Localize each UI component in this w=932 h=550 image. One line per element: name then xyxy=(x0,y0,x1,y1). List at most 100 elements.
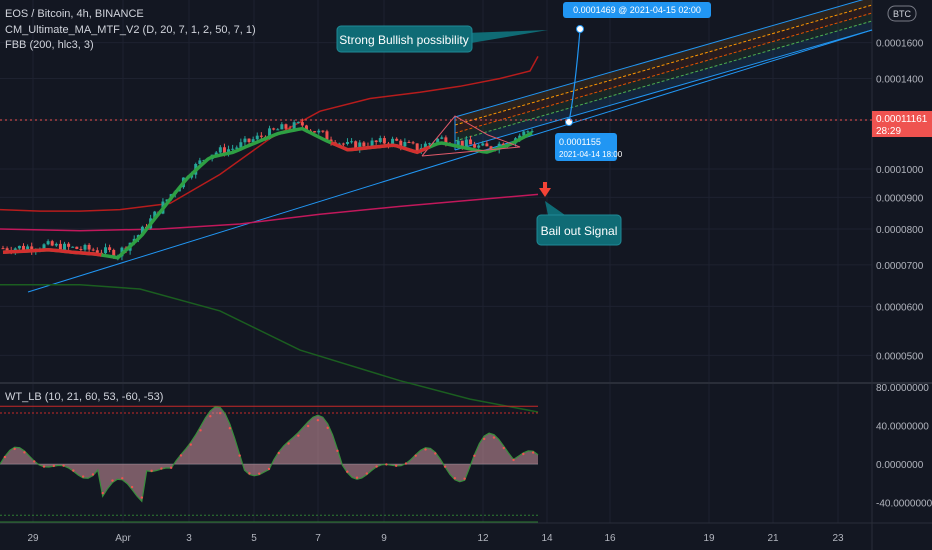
last-price-value: 0.00011161 xyxy=(876,114,928,125)
currency-badge[interactable] xyxy=(887,5,917,22)
oscillator-tick-label: 40.0000000 xyxy=(876,422,929,433)
wt2-dot xyxy=(453,477,457,480)
candle-body xyxy=(354,141,358,149)
wt2-dot xyxy=(502,446,505,450)
candle-body xyxy=(218,147,222,153)
indicator-ma-legend[interactable]: CM_Ultimate_MA_MTF_V2 (D, 20, 7, 1, 2, 5… xyxy=(5,24,256,36)
candle-body xyxy=(243,138,247,143)
time-tick-label: Apr xyxy=(115,533,131,544)
fib-channel[interactable] xyxy=(454,0,873,151)
wt2-dot xyxy=(365,472,369,475)
target-price-label[interactable]: 0.0001469 @ 2021-04-15 02:00 xyxy=(563,2,711,18)
candle-body xyxy=(46,241,50,245)
bailout-callout[interactable]: Bail out Signal xyxy=(536,201,622,246)
candle-body xyxy=(87,244,91,250)
price-tick-label: 0.0000700 xyxy=(876,261,924,272)
candle-body xyxy=(341,143,345,145)
candle-body xyxy=(251,139,255,143)
fib-band-fill xyxy=(455,0,872,125)
wt2-dot xyxy=(3,455,7,459)
projection-arrow[interactable] xyxy=(568,29,581,123)
target-price-text: 0.0001469 @ 2021-04-15 02:00 xyxy=(573,5,701,15)
fib-level-line xyxy=(454,12,873,134)
candle-body xyxy=(423,143,427,148)
mid-band xyxy=(0,193,539,232)
candle-body xyxy=(50,241,54,246)
candle-body xyxy=(259,135,263,137)
candle-body xyxy=(165,199,169,202)
fib-band-fill xyxy=(455,13,872,141)
wt2-dot xyxy=(238,454,241,457)
time-tick-label: 21 xyxy=(767,533,779,544)
candle-body xyxy=(382,138,386,144)
oscillator-pane[interactable]: 80.0000000 40.0000000 0.0000000 -40.0000000 xyxy=(0,383,932,523)
candle-body xyxy=(427,143,431,145)
price-tick-label: 0.0000800 xyxy=(876,225,924,236)
candle-body xyxy=(140,226,144,236)
candle-body xyxy=(247,138,251,143)
candle-body xyxy=(358,142,362,149)
bailout-arrow-icon xyxy=(539,182,551,197)
candle-body xyxy=(26,246,30,250)
candle-body xyxy=(83,244,87,250)
candle-body xyxy=(42,244,46,250)
candle-body xyxy=(456,140,460,146)
wt2-dot xyxy=(424,448,427,451)
wt2-dot xyxy=(404,462,408,465)
indicator-fbb-legend[interactable]: FBB (200, hlc3, 3) xyxy=(5,39,94,51)
trendline-lower[interactable] xyxy=(27,29,873,293)
symbol-title[interactable]: EOS / Bitcoin, 4h, BINANCE xyxy=(5,8,144,20)
wt2-dot xyxy=(81,475,85,478)
candle-body xyxy=(198,160,202,164)
time-tick-label: 7 xyxy=(315,533,321,544)
bullish-callout[interactable]: Strong Bullish possibility xyxy=(336,25,548,53)
wt2-dot xyxy=(306,424,310,428)
candle-body xyxy=(518,135,522,139)
candle-body xyxy=(22,245,26,250)
countdown-value: 28:29 xyxy=(876,126,901,137)
candle-body xyxy=(104,247,108,254)
candle-body xyxy=(370,140,374,147)
wt2-dot xyxy=(101,491,104,495)
candle-body xyxy=(95,250,99,253)
fib-band-fill xyxy=(455,21,872,150)
last-price-tag[interactable]: 0.00011161 28:29 xyxy=(872,111,932,137)
wt2-dot xyxy=(375,465,378,468)
bullish-callout-text: Strong Bullish possibility xyxy=(339,33,468,47)
price-tick-label: 0.0001000 xyxy=(876,165,924,176)
time-tick-label: 5 xyxy=(251,533,257,544)
candle-body xyxy=(75,246,79,249)
oscillator-legend[interactable]: WT_LB (10, 21, 60, 53, -60, -53) xyxy=(5,391,163,403)
time-tick-label: 19 xyxy=(703,533,715,544)
oscillator-tick-label: -40.0000000 xyxy=(876,499,932,510)
price-tick-label: 0.0001400 xyxy=(876,75,924,86)
fib-level-line xyxy=(454,4,873,126)
wt2-dot xyxy=(267,467,271,471)
candle-body xyxy=(67,243,71,247)
entry-price-label[interactable]: 0.0001155 2021-04-14 18:00 xyxy=(555,133,623,161)
wt-histogram xyxy=(0,406,538,502)
time-tick-label: 14 xyxy=(541,533,553,544)
wt2-dot xyxy=(297,434,300,437)
candle-body xyxy=(460,140,464,147)
candle-body xyxy=(481,143,485,146)
candle-body xyxy=(153,211,157,219)
wt2-dot xyxy=(121,477,124,480)
time-scale[interactable]: 29 Apr 3 5 7 9 12 14 16 19 21 23 xyxy=(27,533,844,544)
fib-level-line xyxy=(454,0,864,118)
wt2-dot xyxy=(62,464,65,467)
candle-body xyxy=(304,125,308,131)
wt2-dot xyxy=(160,467,163,470)
bailout-callout-text: Bail out Signal xyxy=(541,224,618,238)
wt2-dot xyxy=(199,429,202,432)
candle-body xyxy=(325,131,329,140)
candle-body xyxy=(272,128,276,130)
entry-date-text: 2021-04-14 18:00 xyxy=(559,150,623,159)
ma-line-bearish-segment xyxy=(330,141,431,155)
wt2-dot xyxy=(463,477,466,480)
pattern-triangle[interactable] xyxy=(421,115,521,157)
wt2-dot xyxy=(179,454,183,457)
candle-body xyxy=(231,148,235,150)
target-point[interactable] xyxy=(576,25,584,33)
